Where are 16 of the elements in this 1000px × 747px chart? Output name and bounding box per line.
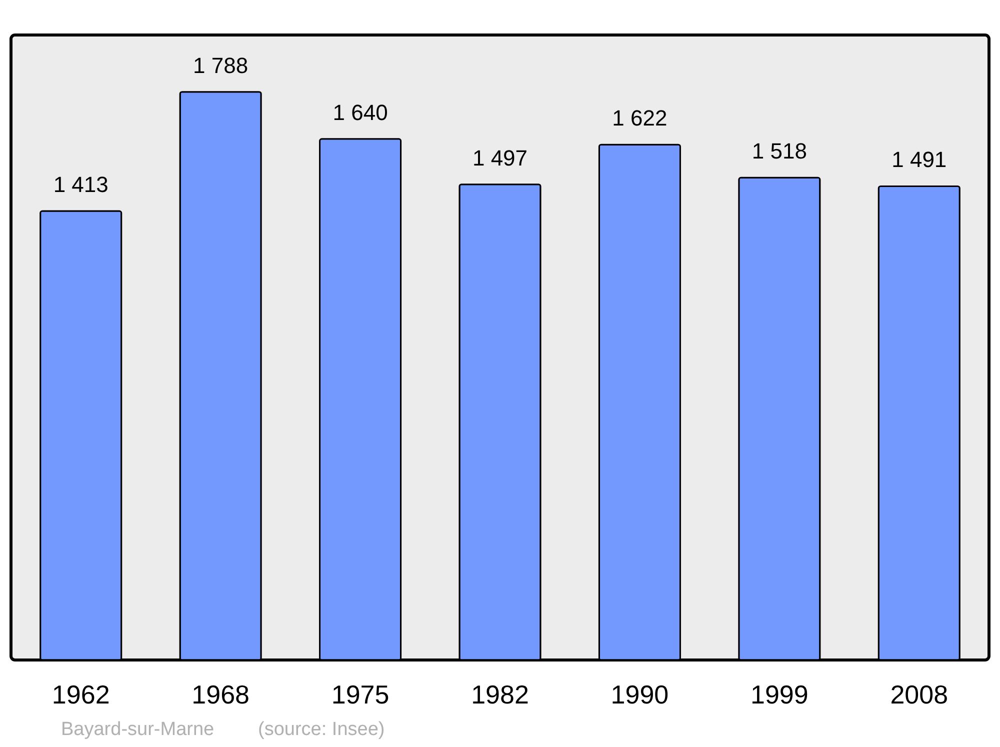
x-tick-label: 1982 <box>471 680 529 710</box>
data-label: 1 788 <box>193 52 248 78</box>
x-tick-label: 1999 <box>750 680 808 710</box>
x-tick-label: 1962 <box>52 680 110 710</box>
text: Bayard-sur-Marne <box>61 719 214 740</box>
x-tick-label: 1990 <box>610 680 669 710</box>
x-tick-label: 1975 <box>331 680 390 710</box>
x-tick-label: 1968 <box>192 680 250 710</box>
data-label: 1 497 <box>472 145 528 170</box>
data-label: 1 518 <box>752 138 807 164</box>
text: (source: Insee) <box>258 719 385 740</box>
x-tick-label: 2008 <box>890 680 948 710</box>
data-label: 1 413 <box>53 172 108 198</box>
data-label: 1 622 <box>612 106 668 131</box>
data-label: 1 640 <box>332 100 388 125</box>
data-label: 1 491 <box>892 147 947 172</box>
